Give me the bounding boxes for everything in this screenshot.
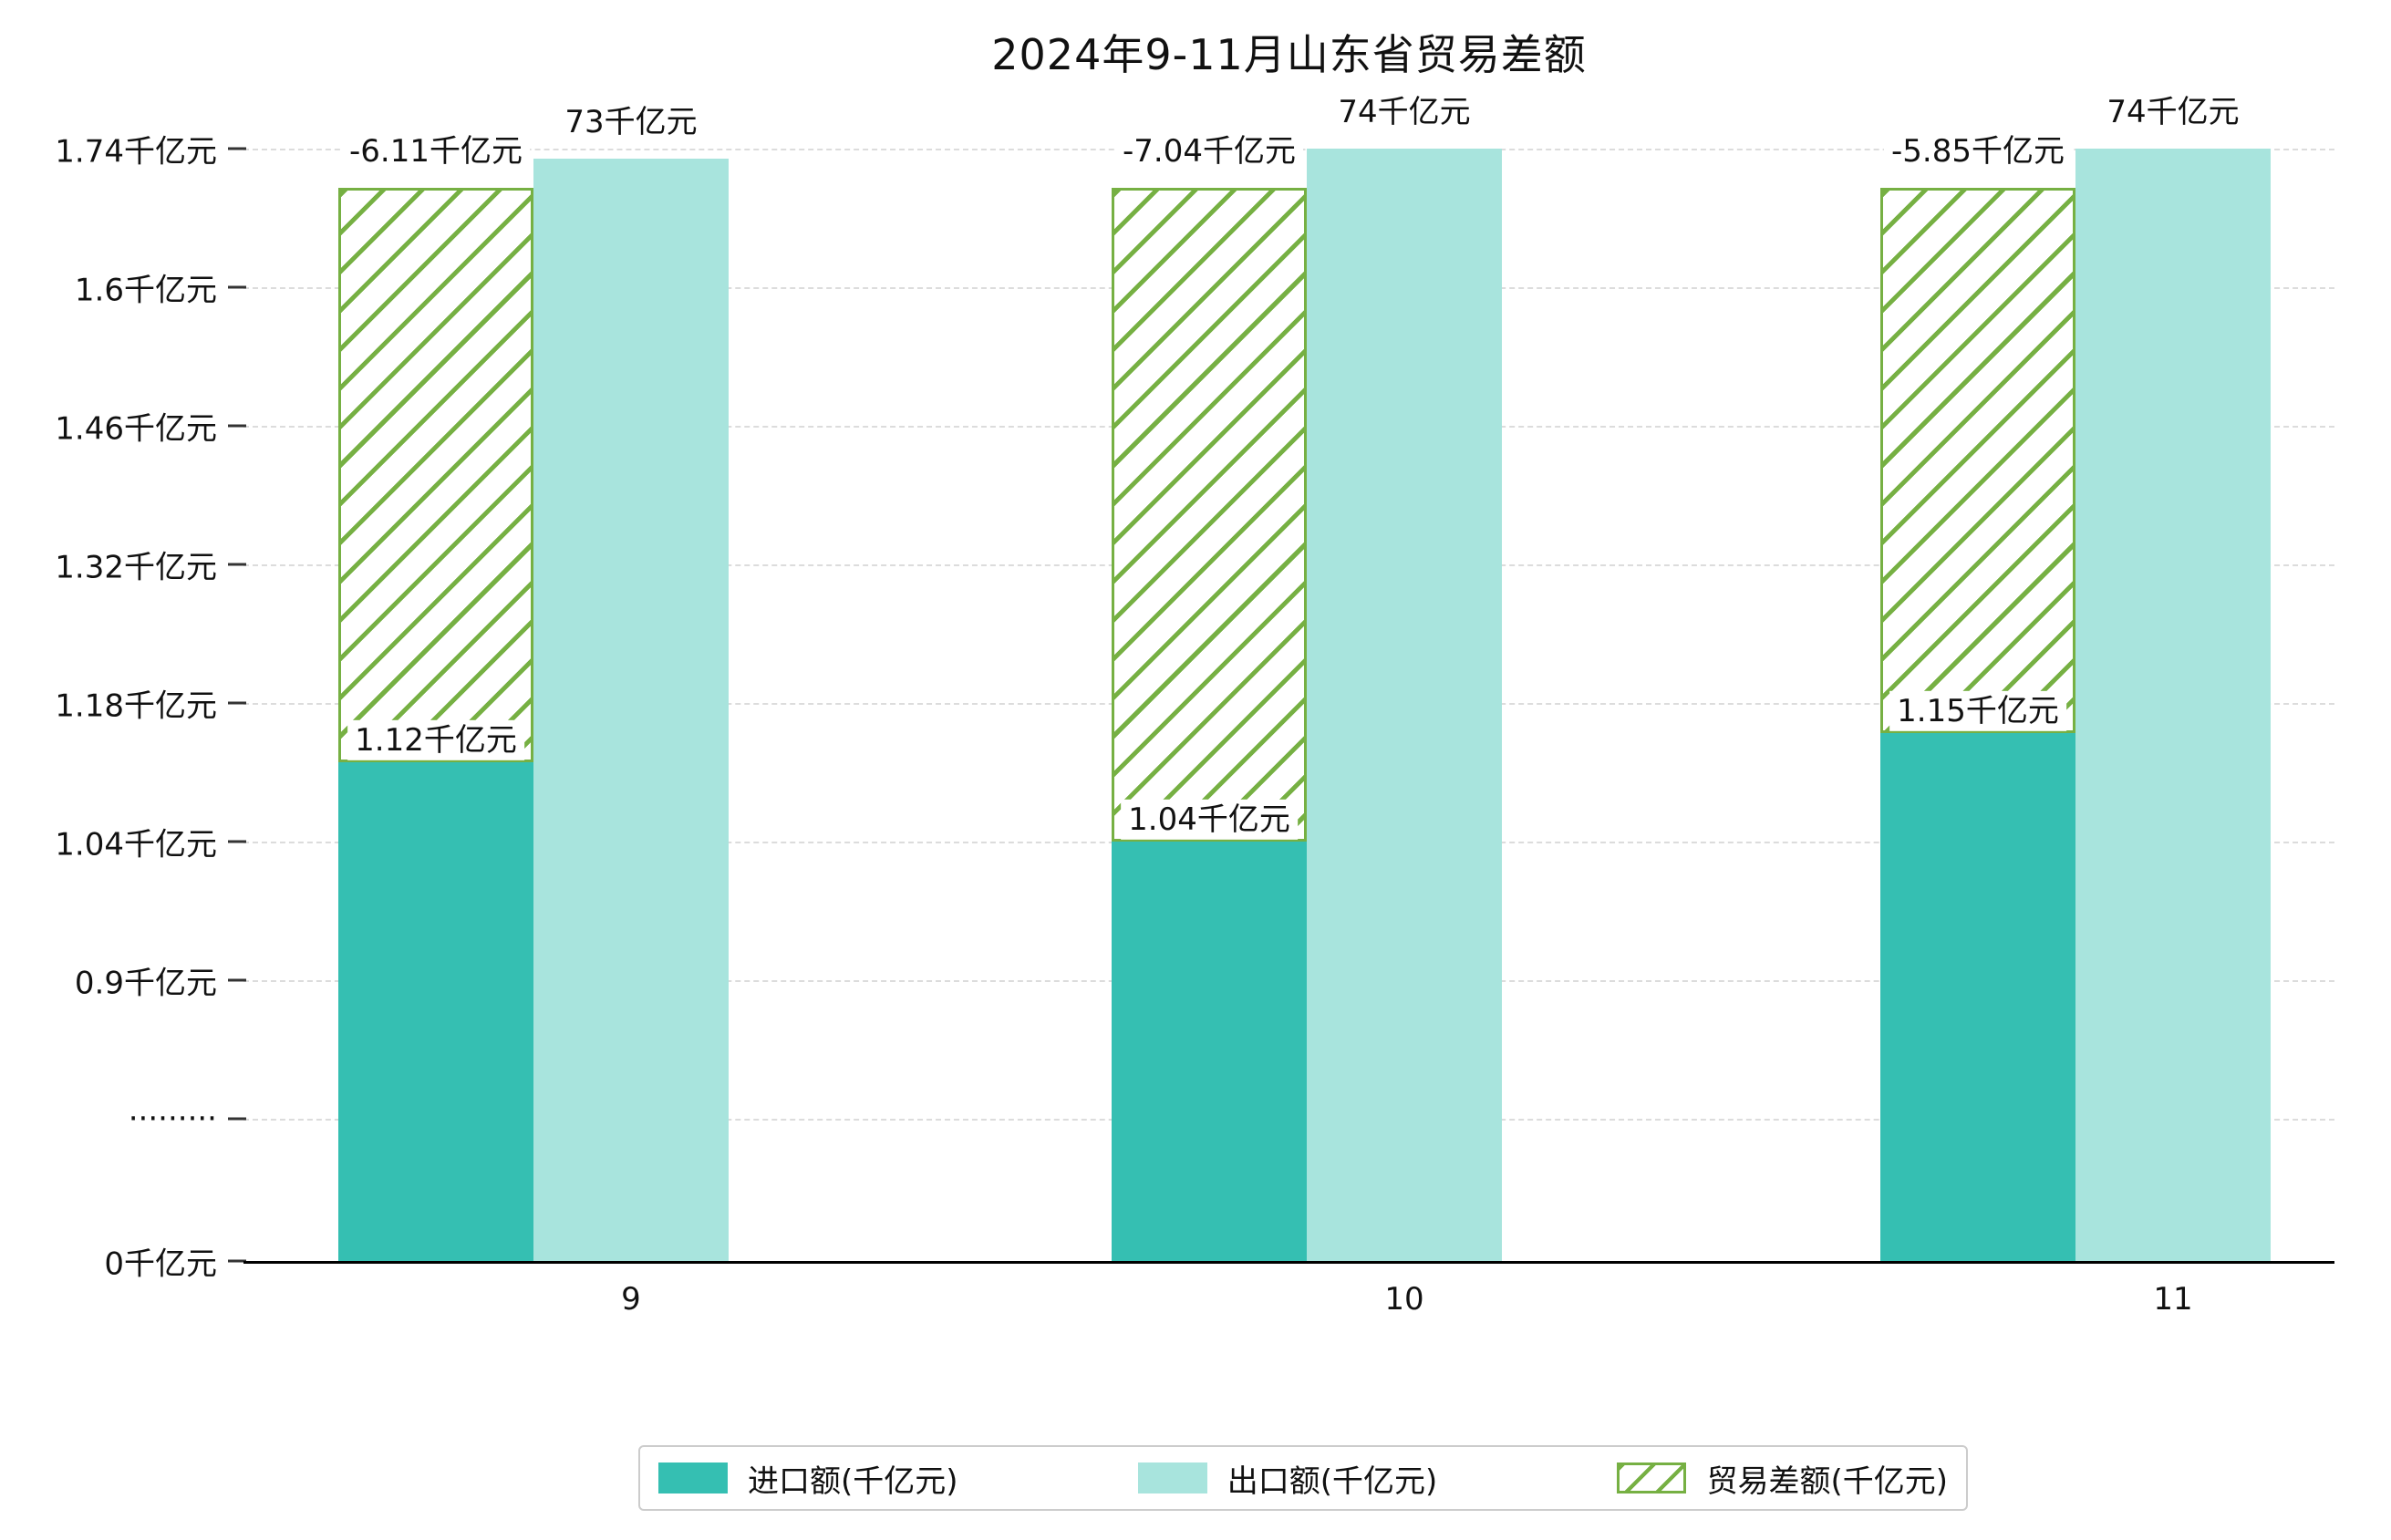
legend-item-import: 进口额(千亿元): [658, 1456, 958, 1501]
y-tick-label: 1.32千亿元: [55, 549, 217, 586]
y-tick-label: 1.6千亿元: [74, 272, 217, 309]
y-axis-tick: [228, 285, 246, 289]
legend-label-diff: 贸易差额(千亿元): [1706, 1462, 1948, 1500]
y-tick-label: 1.74千亿元: [55, 133, 217, 171]
import-swatch-icon: [658, 1462, 728, 1493]
export-bar: [533, 158, 729, 1261]
x-tick-label: 9: [621, 1281, 641, 1318]
export-bar: [2075, 149, 2271, 1261]
legend: 进口额(千亿元) 出口额(千亿元) 贸易差额(千亿元): [638, 1445, 1968, 1511]
legend-item-export: 出口额(千亿元): [1137, 1456, 1438, 1501]
y-axis-tick: [228, 840, 246, 843]
y-axis-tick: [228, 1117, 246, 1121]
x-tick-label: 10: [1384, 1281, 1424, 1318]
y-axis-tick: [228, 701, 246, 705]
import-label: 1.04千亿元: [1121, 799, 1298, 840]
trade-balance-label: -7.04千亿元: [1115, 131, 1303, 172]
y-axis-break-label: ·········: [128, 1101, 217, 1137]
diff-hatch-swatch-icon: [1617, 1462, 1687, 1493]
y-axis-tick: [228, 1259, 246, 1263]
x-axis-line: [243, 1261, 2334, 1264]
trade-balance-bar: [1880, 188, 2075, 733]
trade-balance-bar: [338, 188, 533, 763]
import-label: 1.15千亿元: [1889, 690, 2066, 731]
y-axis-tick: [228, 147, 246, 150]
import-label: 1.12千亿元: [347, 719, 524, 761]
trade-balance-bar: [1112, 188, 1307, 842]
y-tick-label: 1.04千亿元: [55, 826, 217, 863]
y-tick-label: 0千亿元: [104, 1245, 217, 1283]
legend-label-import: 进口额(千亿元): [748, 1462, 958, 1500]
trade-balance-label: -5.85千亿元: [1884, 131, 2072, 172]
import-bar: [338, 762, 533, 1261]
import-bar: [1112, 842, 1307, 1261]
y-tick-label: 1.46千亿元: [55, 410, 217, 448]
export-label: 74千亿元: [1330, 91, 1478, 132]
legend-label-export: 出口额(千亿元): [1227, 1462, 1438, 1500]
export-bar: [1307, 149, 1502, 1261]
y-tick-label: 0.9千亿元: [74, 965, 217, 1002]
export-swatch-icon: [1137, 1462, 1207, 1493]
import-bar: [1880, 732, 2075, 1261]
export-label: 74千亿元: [2099, 91, 2247, 132]
x-tick-label: 11: [2153, 1281, 2193, 1318]
legend-item-diff: 贸易差额(千亿元): [1617, 1456, 1948, 1501]
y-axis-tick: [228, 563, 246, 566]
trade-balance-label: -6.11千亿元: [342, 131, 530, 172]
y-axis-tick: [228, 978, 246, 982]
y-tick-label: 1.18千亿元: [55, 687, 217, 725]
export-label: 73千亿元: [557, 101, 705, 142]
chart-title: 2024年9-11月山东省贸易差额: [991, 30, 1587, 79]
y-axis-tick: [228, 424, 246, 428]
